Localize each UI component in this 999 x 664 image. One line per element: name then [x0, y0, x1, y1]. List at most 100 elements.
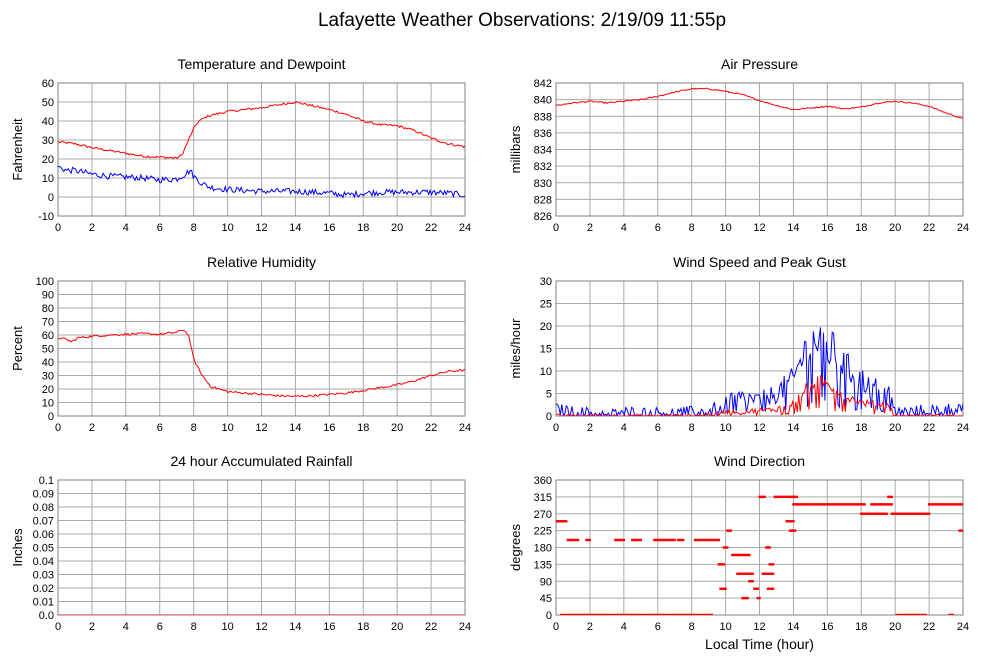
- x-tick-label: 24: [459, 422, 471, 434]
- direction-point: [885, 503, 888, 506]
- x-tick-label: 12: [753, 422, 765, 434]
- x-tick-label: 12: [255, 222, 267, 234]
- direction-point: [921, 613, 924, 615]
- y-tick-label: 270: [534, 509, 552, 521]
- direction-point: [631, 613, 634, 615]
- direction-point: [710, 538, 714, 542]
- direction-point: [958, 529, 961, 532]
- x-tick-label: 22: [425, 621, 437, 633]
- direction-point: [693, 613, 697, 615]
- direction-point: [787, 495, 790, 499]
- x-tick-label: 22: [425, 222, 437, 234]
- direction-point: [673, 538, 676, 542]
- direction-point: [641, 613, 644, 615]
- direction-point: [573, 613, 576, 615]
- direction-point: [676, 538, 680, 542]
- direction-point: [651, 613, 654, 615]
- y-tick-label: 100: [36, 276, 54, 288]
- y-tick-label: 828: [534, 194, 552, 206]
- direction-point: [644, 613, 648, 615]
- direction-point: [814, 503, 817, 506]
- direction-point: [960, 529, 963, 532]
- direction-point: [741, 572, 744, 575]
- direction-point: [846, 503, 849, 506]
- direction-point: [602, 613, 605, 615]
- y-tick-label: 0.09: [33, 489, 54, 501]
- direction-point: [782, 495, 785, 499]
- direction-point: [756, 596, 760, 600]
- direction-point: [944, 503, 948, 506]
- x-tick-label: 16: [821, 621, 833, 633]
- x-tick-label: 2: [89, 222, 95, 234]
- direction-point: [778, 495, 782, 499]
- x-tick-label: 6: [157, 222, 163, 234]
- direction-point: [653, 613, 656, 615]
- direction-point: [737, 553, 741, 557]
- x-tick-label: 12: [753, 222, 765, 234]
- x-tick-label: 2: [587, 422, 593, 434]
- direction-point: [695, 613, 698, 615]
- direction-point: [771, 572, 775, 575]
- direction-point: [587, 613, 590, 615]
- direction-point: [700, 538, 704, 542]
- direction-point: [612, 613, 615, 615]
- direction-point: [863, 512, 866, 515]
- direction-point: [800, 503, 804, 506]
- direction-point: [960, 503, 963, 506]
- direction-point: [941, 503, 944, 506]
- direction-point: [912, 613, 916, 615]
- y-tick-label: 0.04: [33, 556, 54, 568]
- direction-point: [658, 613, 661, 615]
- y-tick-label: 60: [42, 78, 54, 90]
- chart-title: Relative Humidity: [207, 254, 316, 270]
- x-tick-label: 18: [855, 222, 867, 234]
- y-tick-label: 832: [534, 161, 552, 173]
- direction-point: [576, 613, 580, 615]
- direction-point: [724, 546, 727, 549]
- direction-point: [558, 520, 561, 523]
- direction-point: [907, 613, 910, 615]
- direction-point: [770, 587, 773, 590]
- direction-point: [792, 529, 795, 532]
- direction-point: [766, 572, 770, 575]
- x-tick-label: 6: [655, 621, 661, 633]
- direction-point: [916, 613, 919, 615]
- x-tick-label: 10: [719, 621, 731, 633]
- series-line-1: [58, 101, 465, 160]
- direction-point: [729, 529, 732, 532]
- direction-point: [827, 503, 831, 506]
- direction-point: [709, 538, 712, 542]
- y-tick-label: 180: [534, 543, 552, 555]
- direction-point: [802, 503, 805, 506]
- y-tick-label: 0.02: [33, 583, 54, 595]
- direction-point: [921, 512, 924, 515]
- direction-point: [722, 546, 726, 549]
- direction-point: [887, 503, 890, 506]
- direction-point: [566, 538, 570, 542]
- direction-point: [568, 538, 571, 542]
- direction-point: [590, 613, 593, 615]
- y-tick-label: 90: [42, 290, 54, 302]
- direction-point: [743, 572, 746, 575]
- direction-point: [768, 587, 771, 590]
- direction-point: [785, 520, 788, 523]
- direction-point: [661, 613, 665, 615]
- direction-point: [853, 503, 856, 506]
- direction-point: [673, 613, 676, 615]
- direction-point: [746, 553, 749, 557]
- direction-point: [659, 538, 663, 542]
- direction-point: [617, 538, 620, 542]
- direction-point: [636, 613, 639, 615]
- direction-point: [809, 503, 812, 506]
- direction-point: [956, 503, 960, 506]
- direction-point: [768, 572, 771, 575]
- x-tick-label: 18: [357, 422, 369, 434]
- direction-point: [841, 503, 844, 506]
- direction-point: [597, 613, 600, 615]
- direction-points: [556, 495, 963, 615]
- direction-point: [895, 512, 899, 515]
- direction-point: [680, 538, 683, 542]
- direction-point: [831, 503, 834, 506]
- chart-title: Air Pressure: [721, 56, 798, 72]
- direction-point: [819, 503, 822, 506]
